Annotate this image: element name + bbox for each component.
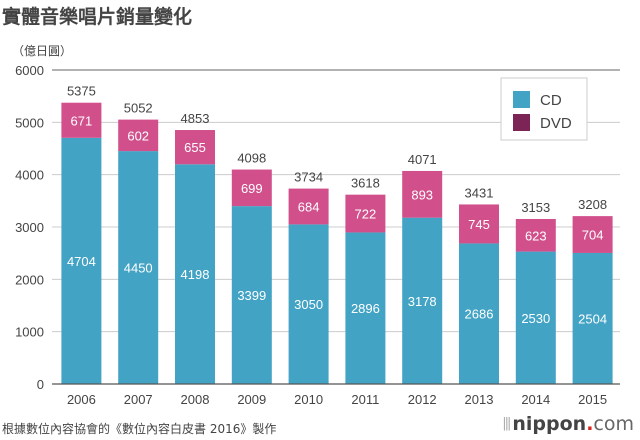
- x-tick-label: 2014: [521, 392, 550, 407]
- data-label-dvd: 655: [184, 140, 206, 155]
- logo-main: nippon: [512, 413, 587, 435]
- legend: CD DVD: [500, 77, 588, 141]
- data-label-dvd: 722: [355, 207, 377, 222]
- bar-dvd-2007: [118, 119, 159, 152]
- legend-swatch-cd: [513, 91, 530, 108]
- bar-cd-2012: [402, 217, 443, 384]
- total-label: 4853: [181, 111, 210, 126]
- total-label: 4098: [237, 151, 266, 166]
- y-tick-label: 4000: [15, 168, 44, 183]
- data-label-cd: 2504: [578, 311, 607, 326]
- data-label-cd: 2686: [465, 307, 494, 322]
- x-tick-label: 2006: [67, 392, 96, 407]
- total-label: 3153: [521, 200, 550, 215]
- data-label-dvd: 671: [71, 113, 93, 128]
- total-label: 3431: [465, 185, 494, 200]
- data-label-dvd: 602: [127, 128, 149, 143]
- data-label-cd: 3178: [408, 294, 437, 309]
- data-label-dvd: 745: [468, 217, 490, 232]
- data-label-dvd: 699: [241, 181, 263, 196]
- data-labels: 4704 671 5375 4450 602 5052 4198 655 4853 3399 699…: [67, 84, 607, 327]
- chart-title: 實體音樂唱片銷量變化: [2, 6, 193, 28]
- bar-cd-2009: [231, 206, 272, 384]
- data-label-dvd: 704: [582, 228, 604, 243]
- bar-cd-2014: [515, 251, 556, 384]
- data-label-cd: 4450: [124, 261, 153, 276]
- data-label-cd: 4704: [67, 254, 96, 269]
- x-tick-label: 2010: [294, 392, 323, 407]
- bar-cd-2007: [118, 151, 159, 384]
- data-label-dvd: 893: [411, 187, 433, 202]
- y-tick-label: 2000: [15, 272, 44, 287]
- y-tick-label: 1000: [15, 325, 44, 340]
- y-tick-label: 0: [37, 377, 44, 392]
- y-tick-label: 6000: [15, 63, 44, 78]
- bar-dvd-2015: [572, 216, 613, 253]
- data-label-cd: 2530: [521, 311, 550, 326]
- legend-swatch-dvd: [513, 114, 530, 131]
- axes: 0 1000 2000 3000 4000 5000 6000 2006 2007 2008 200…: [15, 63, 620, 407]
- data-label-dvd: 623: [525, 228, 547, 243]
- bar-cd-2013: [459, 243, 499, 384]
- logo-suffix: com: [593, 413, 634, 435]
- total-label: 5052: [124, 101, 153, 116]
- bar-dvd-2006: [61, 102, 102, 138]
- bar-cd-2011: [345, 232, 386, 384]
- nippon-logo[interactable]: ||| nippon.com: [502, 413, 634, 435]
- logo-bars-icon: |||: [502, 416, 511, 431]
- x-tick-label: 2013: [465, 392, 494, 407]
- legend-label-dvd: DVD: [540, 115, 572, 132]
- bar-dvd-2012: [402, 170, 443, 218]
- total-label: 3208: [578, 197, 607, 212]
- x-tick-label: 2012: [408, 392, 437, 407]
- bar-dvd-2008: [175, 130, 215, 165]
- bar-dvd-2010: [288, 188, 329, 225]
- logo-dot: .: [586, 413, 594, 435]
- data-label-cd: 3050: [294, 297, 323, 312]
- x-tick-label: 2011: [351, 392, 379, 407]
- data-label-dvd: 684: [298, 199, 320, 214]
- bars: [61, 102, 613, 384]
- data-label-cd: 3399: [237, 288, 266, 303]
- bar-cd-2010: [288, 224, 329, 384]
- bar-cd-2015: [572, 252, 613, 384]
- bar-dvd-2011: [345, 194, 386, 233]
- x-tick-label: 2007: [124, 392, 153, 407]
- total-label: 5375: [67, 84, 96, 99]
- bar-dvd-2009: [231, 169, 272, 207]
- y-tick-label: 3000: [15, 220, 44, 235]
- x-tick-label: 2009: [237, 392, 266, 407]
- total-label: 3618: [351, 176, 380, 191]
- bar-cd-2008: [175, 164, 215, 384]
- source-note: 根據數位內容協會的《數位內容白皮書 2016》製作: [2, 422, 277, 436]
- x-tick-label: 2008: [181, 392, 210, 407]
- data-label-cd: 2896: [351, 301, 380, 316]
- bar-dvd-2014: [515, 218, 556, 252]
- data-label-cd: 4198: [181, 267, 210, 282]
- bar-dvd-2013: [459, 204, 499, 244]
- total-label: 3734: [294, 170, 323, 185]
- y-axis-unit-label: （億日圓）: [12, 44, 73, 58]
- x-tick-label: 2015: [578, 392, 607, 407]
- legend-label-cd: CD: [540, 92, 562, 109]
- y-tick-label: 5000: [15, 115, 44, 130]
- bar-cd-2006: [61, 137, 102, 384]
- total-label: 4071: [408, 152, 437, 167]
